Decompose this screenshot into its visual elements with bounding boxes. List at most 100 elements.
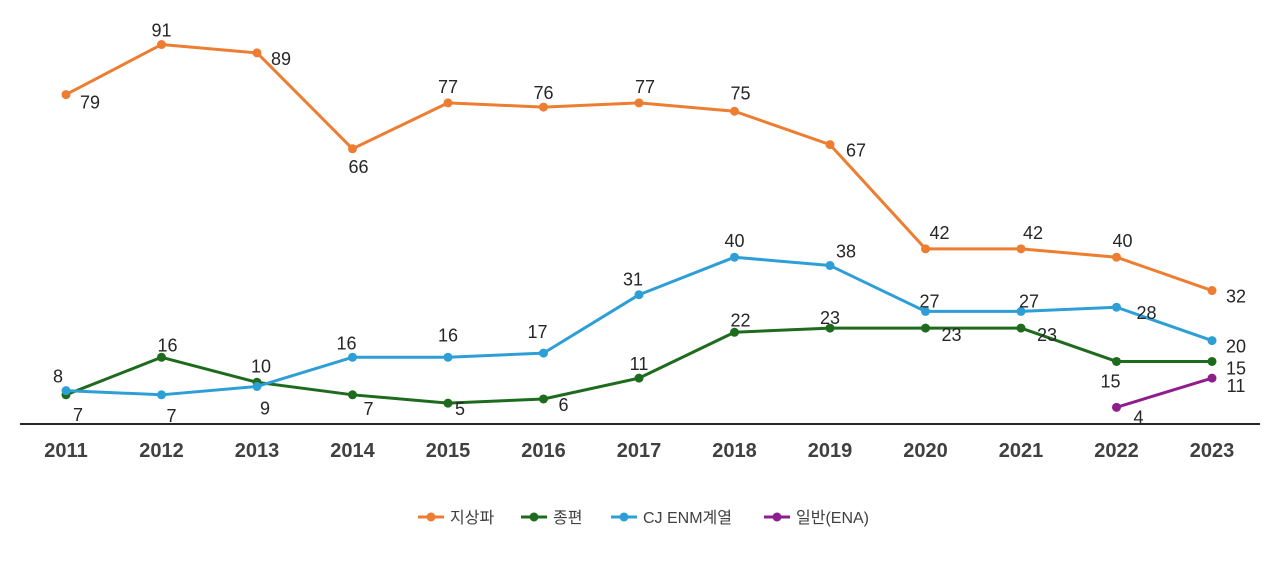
data-point (1112, 402, 1121, 412)
x-tick-label: 2023 (1190, 440, 1235, 462)
data-label: 23 (820, 308, 840, 328)
data-label: 79 (80, 93, 100, 113)
legend-label: 지상파 (450, 509, 494, 527)
x-tick-label: 2017 (617, 440, 662, 462)
data-label: 40 (1112, 231, 1132, 251)
data-point (61, 90, 71, 100)
data-point (157, 352, 166, 362)
data-point (730, 252, 739, 262)
x-tick-label: 2022 (1094, 440, 1139, 462)
legend-marker (619, 512, 629, 522)
data-label: 9 (260, 398, 270, 418)
data-label: 22 (730, 310, 750, 330)
data-label: 5 (455, 399, 465, 419)
data-label: 15 (1100, 371, 1120, 391)
legend-item: 일반(ENA) (764, 509, 869, 527)
data-label: 77 (635, 77, 655, 97)
x-tick-label: 2021 (999, 440, 1044, 462)
data-point (252, 381, 262, 391)
data-label: 23 (941, 325, 961, 345)
data-label: 8 (53, 367, 63, 387)
series-group (61, 40, 1217, 412)
data-point (539, 394, 548, 404)
data-label: 7 (363, 399, 373, 419)
x-tick-label: 2012 (139, 440, 184, 462)
x-tick-label: 2016 (521, 440, 566, 462)
data-label: 32 (1226, 287, 1246, 307)
data-point (443, 398, 453, 408)
data-label: 20 (1226, 337, 1246, 357)
data-point (825, 140, 835, 150)
data-point (348, 352, 357, 362)
data-point (539, 102, 548, 112)
data-point (634, 373, 644, 383)
data-label: 42 (1023, 223, 1043, 243)
data-label: 10 (251, 356, 271, 376)
data-point (1016, 244, 1026, 254)
data-label: 11 (1227, 376, 1246, 396)
legend-marker (772, 512, 782, 522)
series-4 (1112, 373, 1217, 412)
data-point (921, 244, 930, 254)
data-point (921, 323, 930, 333)
x-axis-ticks: 2011 2012 2013 2014 2015 2016 2017 2018 2019 2020… (44, 440, 1234, 462)
data-point (634, 290, 644, 300)
legend-item: 지상파 (418, 509, 494, 527)
data-label: 40 (724, 231, 744, 251)
data-label: 31 (623, 270, 643, 290)
x-tick-label: 2014 (330, 440, 375, 462)
data-point (730, 327, 739, 337)
data-label: 27 (1019, 291, 1039, 311)
data-label: 17 (527, 322, 547, 342)
data-label: 6 (558, 395, 568, 415)
legend-item: CJ ENM계열 (611, 509, 732, 527)
data-label: 11 (630, 354, 649, 374)
data-label: 16 (336, 333, 356, 353)
x-tick-label: 2015 (426, 440, 471, 462)
data-label: 89 (271, 49, 291, 69)
legend-marker (426, 512, 436, 522)
data-point (825, 323, 835, 333)
series-3 (61, 252, 1217, 400)
x-tick-label: 2019 (808, 440, 853, 462)
legend-marker (529, 512, 539, 522)
data-label: 4 (1133, 407, 1143, 427)
x-tick-label: 2013 (235, 440, 280, 462)
data-label: 42 (929, 223, 949, 243)
data-point (1016, 323, 1026, 333)
data-point (61, 386, 71, 396)
series-1 (61, 40, 1217, 296)
data-point (1207, 286, 1217, 296)
x-tick-label: 2011 (44, 440, 87, 462)
data-label: 77 (438, 77, 458, 97)
data-point (348, 390, 357, 400)
legend: 지상파 종편 CJ ENM계열 일반(ENA) (418, 509, 869, 527)
data-label: 16 (438, 325, 458, 345)
legend-item: 종편 (521, 509, 582, 527)
data-label: 7 (73, 405, 83, 425)
data-label: 15 (1226, 358, 1246, 378)
data-point (1207, 336, 1217, 346)
data-label: 91 (151, 21, 171, 41)
data-point (1112, 252, 1121, 262)
data-point (1112, 302, 1121, 312)
legend-label: 일반(ENA) (796, 509, 869, 527)
data-label: 16 (157, 335, 177, 355)
data-label: 28 (1136, 303, 1156, 323)
data-label: 23 (1037, 325, 1057, 345)
data-point (157, 390, 166, 400)
legend-label: CJ ENM계열 (643, 509, 732, 527)
data-label: 7 (166, 406, 176, 426)
data-point (825, 261, 835, 271)
data-label: 38 (836, 242, 856, 262)
data-point (252, 48, 262, 58)
data-point (730, 106, 739, 116)
data-label: 66 (348, 157, 368, 177)
x-tick-label: 2018 (712, 440, 757, 462)
data-point (1112, 356, 1121, 366)
data-point (539, 348, 548, 358)
data-point (1207, 373, 1217, 383)
series-line (1116, 376, 1213, 409)
